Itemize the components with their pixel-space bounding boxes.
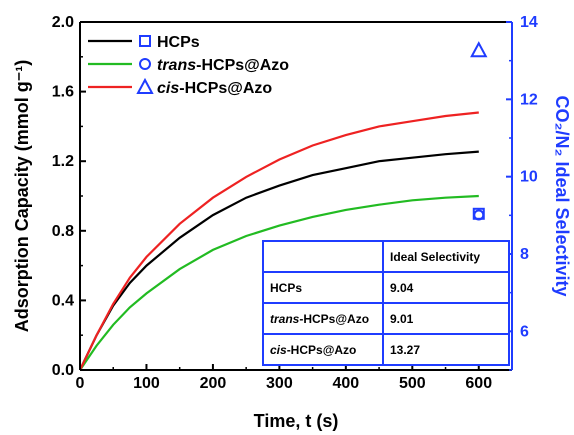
legend-marker-square bbox=[139, 35, 151, 47]
y-tick-label: 0.0 bbox=[52, 362, 74, 379]
y2-tick-label: 12 bbox=[520, 91, 538, 108]
ideal-selectivity-table: Ideal Selectivity HCPs 9.04 trans-HCPs@A… bbox=[262, 240, 510, 366]
table-row: trans-HCPs@Azo 9.01 bbox=[262, 302, 510, 335]
legend-label: cis-HCPs@Azo bbox=[157, 80, 272, 97]
legend-marker-triangle bbox=[136, 77, 154, 94]
y-tick-label: 1.6 bbox=[52, 84, 74, 101]
x-tick-label: 500 bbox=[399, 375, 426, 392]
y-tick-label: 0.4 bbox=[52, 292, 74, 309]
y-tick-label: 0.8 bbox=[52, 223, 74, 240]
x-tick-label: 300 bbox=[266, 375, 293, 392]
x-tick-label: 200 bbox=[200, 375, 227, 392]
table-header-row: Ideal Selectivity bbox=[262, 240, 510, 273]
table-row: cis-HCPs@Azo 13.27 bbox=[262, 333, 510, 366]
selectivity-marker-triangle bbox=[470, 41, 488, 58]
series-line bbox=[79, 194, 479, 371]
y2-tick-label: 14 bbox=[520, 14, 538, 31]
table-row-value: 9.01 bbox=[382, 302, 510, 335]
x-tick-label: 600 bbox=[465, 375, 492, 392]
series-line bbox=[79, 150, 479, 371]
legend-marker-circle bbox=[139, 58, 151, 70]
table-header-selectivity: Ideal Selectivity bbox=[382, 240, 510, 273]
legend-label: trans-HCPs@Azo bbox=[157, 57, 289, 74]
legend-label: HCPs bbox=[157, 34, 200, 51]
y2-axis-title: CO₂/N₂ Ideal Selectivity bbox=[552, 95, 572, 296]
table-row-name: trans-HCPs@Azo bbox=[262, 302, 384, 335]
table-row: HCPs 9.04 bbox=[262, 271, 510, 304]
x-tick-label: 0 bbox=[76, 375, 85, 392]
table-header-empty-cell bbox=[262, 240, 384, 273]
y-axis-title: Adsorption Capacity (mmol g⁻¹) bbox=[12, 60, 32, 333]
x-tick-label: 100 bbox=[133, 375, 160, 392]
table-row-value: 9.04 bbox=[382, 271, 510, 304]
x-axis-title: Time, t (s) bbox=[254, 411, 339, 431]
y2-tick-label: 8 bbox=[520, 246, 529, 263]
table-row-value: 13.27 bbox=[382, 333, 510, 366]
series-line bbox=[79, 111, 479, 371]
selectivity-marker-circle bbox=[473, 209, 485, 221]
y-tick-label: 1.2 bbox=[52, 153, 74, 170]
y2-tick-label: 10 bbox=[520, 169, 538, 186]
x-tick-label: 400 bbox=[332, 375, 359, 392]
y2-tick-label: 6 bbox=[520, 323, 529, 340]
table-row-name: HCPs bbox=[262, 271, 384, 304]
y-tick-label: 2.0 bbox=[52, 14, 74, 31]
table-row-name: cis-HCPs@Azo bbox=[262, 333, 384, 366]
